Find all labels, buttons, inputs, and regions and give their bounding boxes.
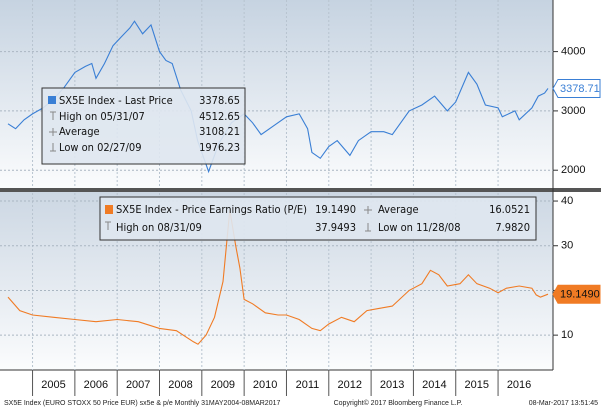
x-tick-label: 2013 [380,379,404,391]
y-tick-label: 4000 [561,46,585,58]
legend-value: 37.9493 [315,221,356,234]
legend-value: 4512.65 [199,110,240,123]
legend-label: High on 05/31/07 [59,110,145,123]
legend-label: High on 08/31/09 [116,221,202,234]
x-tick-label: 2008 [168,379,192,391]
footer-right: 08-Mar-2017 13:51:45 [529,400,598,407]
legend-swatch [105,205,113,214]
footer-left: SX5E Index (EURO STOXX 50 Price EUR) sx5… [4,400,280,407]
x-tick-label: 2011 [296,379,320,391]
icon [365,223,371,232]
x-tick-label: 2006 [84,379,108,391]
last-value: 19.1490 [560,289,600,301]
flag-shape [552,284,601,304]
legend-swatch [48,96,56,104]
icon [50,111,56,120]
legend-value: 16.0521 [489,203,530,216]
panel-divider [0,188,601,192]
y-tick-label: 30 [561,240,573,252]
icon [364,206,372,214]
legend-label: Low on 11/28/08 [378,221,461,234]
flag-shape [552,78,601,98]
series-line [7,210,549,345]
last-value-flag: 3378.71 [552,78,601,98]
series-line [7,20,549,174]
last-value-flag: 19.1490 [552,284,601,304]
legend-value: 3378.65 [199,94,240,107]
legend-name: SX5E Index - Price Earnings Ratio (P/E) [116,203,307,216]
legend-value: 19.1490 [315,203,356,216]
legend-value: 3108.21 [199,125,240,138]
x-tick-label: 2012 [338,379,362,391]
legend-value: 1976.23 [199,141,240,154]
icon [49,128,57,136]
y-tick-label: 10 [561,329,573,341]
legend-price: SX5E Index - Last Price 3378.65 High on … [41,87,246,165]
legend-name: SX5E Index - Last Price [59,94,173,107]
legend-label: Average [378,203,419,216]
x-tick-label: 2007 [126,379,150,391]
legend-pe: SX5E Index - Price Earnings Ratio (P/E) … [99,196,537,241]
legend-label: Average [59,125,100,138]
footer-center: Copyright© 2017 Bloomberg Finance L.P. [334,399,463,407]
x-tick-label: 2015 [465,379,489,391]
x-tick-label: 2009 [211,379,235,391]
x-tick-label: 2014 [422,379,446,391]
x-tick-label: 2005 [41,379,65,391]
y-tick-label: 2000 [561,164,585,176]
x-tick-label: 2016 [507,379,531,391]
legend-label: Low on 02/27/09 [59,141,142,154]
y-tick-label: 40 [561,195,573,207]
x-tick-label: 2010 [253,379,277,391]
legend-box [99,196,537,241]
legend-value: 7.9820 [495,221,530,234]
y-tick-label: 3000 [561,105,585,117]
last-value: 3378.71 [560,83,600,95]
icon [50,143,56,152]
legend-box [41,87,246,165]
icon [105,221,111,230]
